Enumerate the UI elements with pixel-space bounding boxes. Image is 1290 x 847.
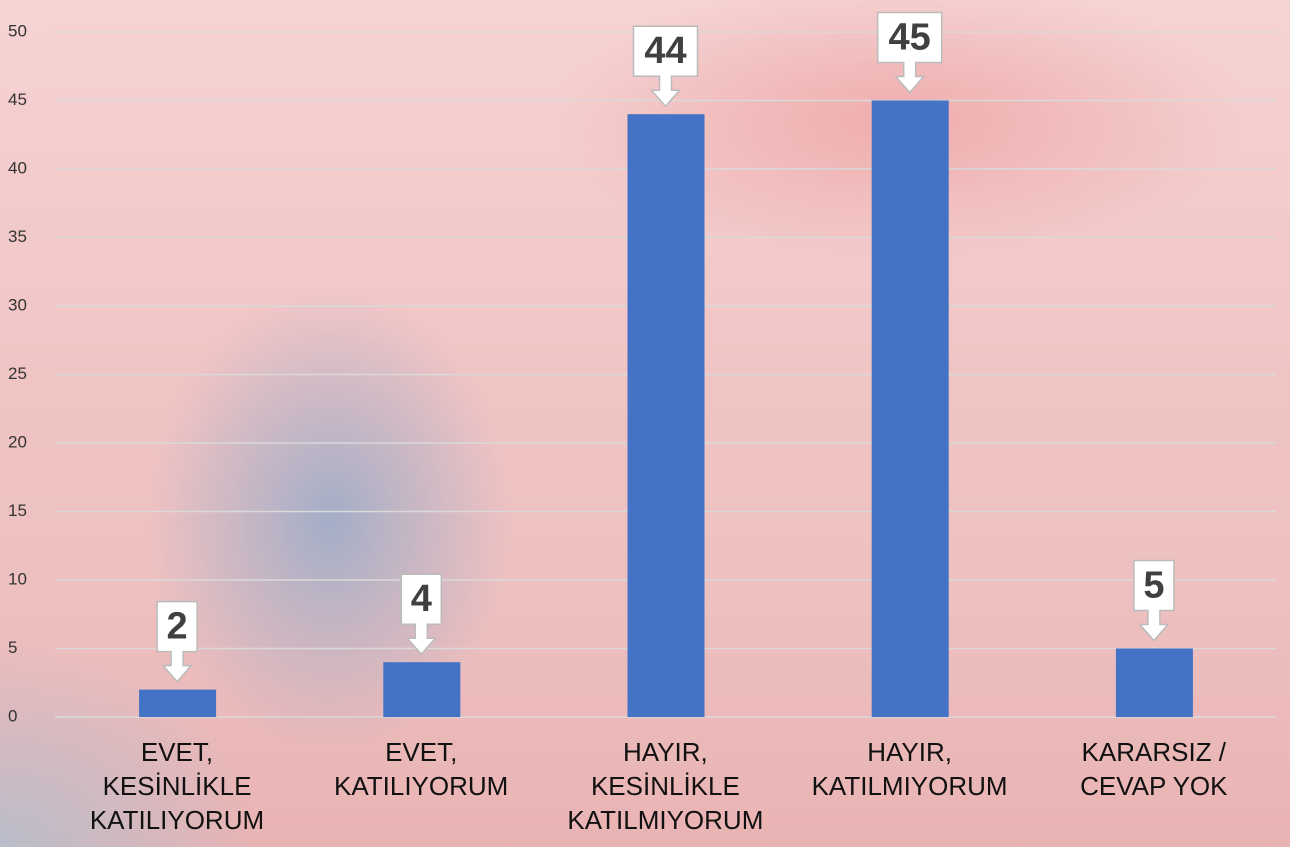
y-tick-label: 45 (8, 90, 27, 109)
x-tick-label: EVET, KATILIYORUM (299, 735, 543, 803)
x-tick-label: KARARSIZ / CEVAP YOK (1032, 735, 1276, 803)
y-tick-label: 10 (8, 569, 27, 588)
y-tick-label: 5 (8, 638, 17, 657)
x-tick-label: EVET, KESİNLİKLE KATILIYORUM (55, 735, 299, 837)
value-label: 44 (644, 30, 686, 72)
x-tick-label: HAYIR, KATILMIYORUM (788, 735, 1032, 803)
value-label: 5 (1143, 565, 1164, 607)
chart: 051015202530354045502444455 EVET, KESİNL… (0, 0, 1290, 847)
bar (628, 114, 705, 717)
bar (139, 690, 216, 717)
y-tick-label: 20 (8, 432, 27, 451)
value-label: 4 (411, 578, 432, 620)
x-tick-label: HAYIR, KESİNLİKLE KATILMIYORUM (543, 735, 787, 837)
bar (872, 101, 949, 718)
y-tick-label: 50 (8, 21, 27, 40)
bar (383, 662, 460, 717)
value-label: 45 (889, 17, 931, 59)
value-label: 2 (167, 606, 188, 648)
plot: 051015202530354045502444455 (0, 0, 1290, 847)
y-tick-label: 15 (8, 501, 27, 520)
y-tick-label: 0 (8, 706, 17, 725)
y-tick-label: 40 (8, 158, 27, 177)
y-tick-label: 30 (8, 295, 27, 314)
y-tick-label: 35 (8, 227, 27, 246)
y-tick-label: 25 (8, 364, 27, 383)
bar (1116, 649, 1193, 718)
